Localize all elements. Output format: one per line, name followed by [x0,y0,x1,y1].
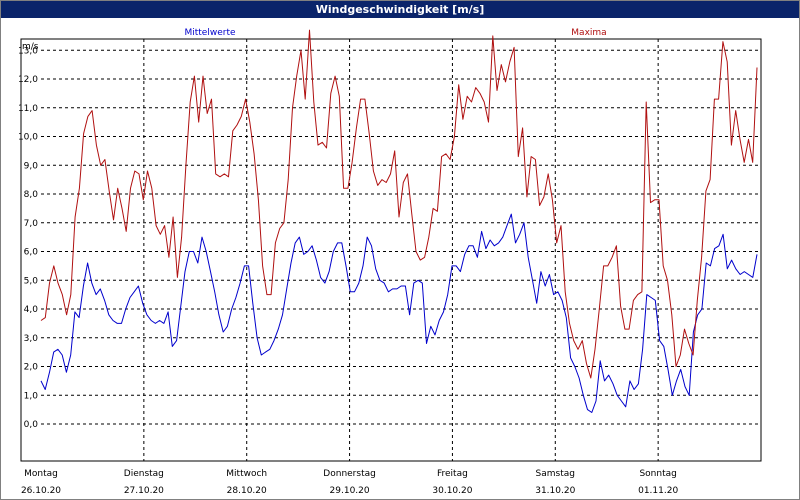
y-tick-label: 11,0 [18,104,38,114]
y-tick-label: 0,0 [24,420,39,430]
x-tick-day: Mittwoch [226,469,267,479]
x-tick-date: 27.10.20 [124,486,164,496]
y-tick-label: 4,0 [24,305,39,315]
y-axis-unit: m/s [22,42,39,52]
x-tick-date: 29.10.20 [330,486,370,496]
window-title: Windgeschwindigkeit [m/s] [1,1,799,18]
x-tick-date: 01.11.20 [638,486,678,496]
x-tick-date: 26.10.20 [21,486,61,496]
x-tick-day: Sonntag [639,469,676,479]
y-tick-label: 8,0 [24,190,39,200]
y-tick-label: 10,0 [18,133,38,143]
x-tick-labels: Montag 26.10.20 Dienstag 27.10.20 Mittwoch 28… [21,469,678,496]
y-tick-label: 5,0 [24,276,39,286]
y-tick-label: 12,0 [18,75,38,85]
x-tick-day: Montag [24,469,58,479]
x-tick-date: 31.10.20 [535,486,575,496]
x-tick-date: 30.10.20 [432,486,472,496]
y-tick-label: 1,0 [24,391,39,401]
y-tick-label: 7,0 [24,219,39,229]
x-tick-day: Samstag [536,469,575,479]
y-tick-label: 13,0 [18,46,38,56]
plot-frame [20,38,762,462]
series-layer [40,29,758,413]
x-tick-day: Dienstag [124,469,164,479]
y-tick-label: 3,0 [24,334,39,344]
x-tick-day: Freitag [437,469,468,479]
legend-mean: Mittelwerte [184,28,235,38]
wind-speed-chart: Mittelwerte Maxima m/s 0,0 1,0 2,0 3,0 4,0 5,… [18,28,762,496]
y-tick-label: 6,0 [24,248,39,258]
series-mean-line [40,213,758,413]
legend-max: Maxima [571,28,606,38]
y-tick-labels: 0,0 1,0 2,0 3,0 4,0 5,0 6,0 7,0 8,0 9,0 10,0 11,0 12… [18,46,38,430]
series-max-line [40,29,758,379]
x-tick-date: 28.10.20 [227,486,267,496]
grid-layer [41,39,761,461]
y-tick-label: 9,0 [24,161,39,171]
y-tick-label: 2,0 [24,363,39,373]
x-tick-day: Donnerstag [323,469,376,479]
